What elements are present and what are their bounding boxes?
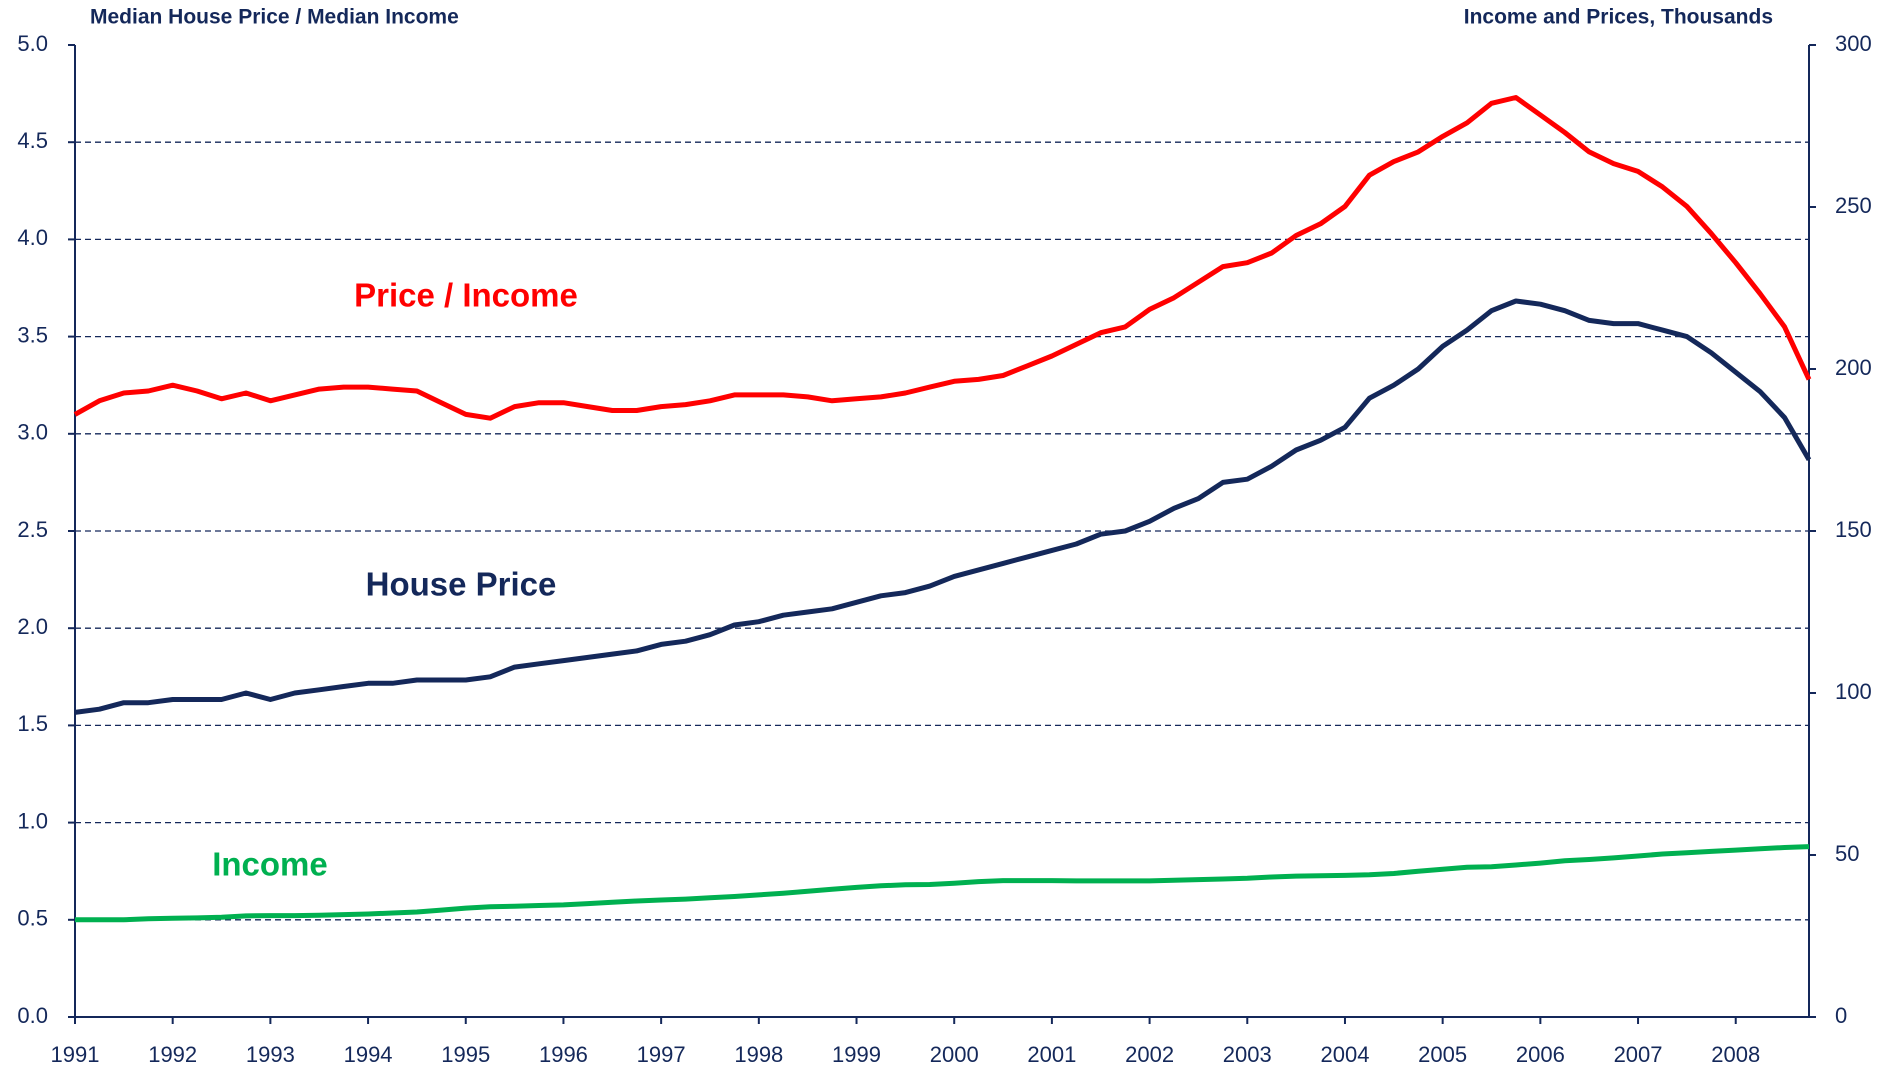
x-tick-label: 2003 <box>1223 1042 1272 1067</box>
x-tick-label: 2005 <box>1418 1042 1467 1067</box>
y-tick-label: 3.5 <box>17 322 48 347</box>
series-label: Income <box>212 846 328 883</box>
x-tick-label: 2004 <box>1320 1042 1369 1067</box>
y-tick-label: 0.5 <box>17 906 48 931</box>
x-tick-label: 2000 <box>930 1042 979 1067</box>
x-tick-label: 1995 <box>441 1042 490 1067</box>
x-tick-label: 1996 <box>539 1042 588 1067</box>
x-tick-label: 2006 <box>1516 1042 1565 1067</box>
y2-tick-label: 0 <box>1835 1003 1847 1028</box>
y-tick-label: 3.0 <box>17 420 48 445</box>
series-label: Price / Income <box>354 277 578 314</box>
x-tick-label: 1993 <box>246 1042 295 1067</box>
x-tick-label: 1991 <box>51 1042 100 1067</box>
y-tick-label: 2.0 <box>17 614 48 639</box>
y-tick-label: 5.0 <box>17 31 48 56</box>
y2-axis-title: Income and Prices, Thousands <box>1464 6 1773 29</box>
series-line <box>74 298 1812 715</box>
x-tick-label: 2002 <box>1125 1042 1174 1067</box>
y2-tick-label: 100 <box>1835 679 1872 704</box>
y2-tick-label: 250 <box>1835 193 1872 218</box>
y-tick-label: 2.5 <box>17 517 48 542</box>
x-tick-label: 1999 <box>832 1042 881 1067</box>
series-line <box>75 844 1810 923</box>
x-tick-label: 2007 <box>1614 1042 1663 1067</box>
y-tick-label: 0.0 <box>17 1003 48 1028</box>
x-tick-label: 1997 <box>637 1042 686 1067</box>
series-label: House Price <box>366 566 557 603</box>
y2-tick-label: 300 <box>1835 31 1872 56</box>
x-tick-label: 1994 <box>344 1042 393 1067</box>
y2-tick-label: 50 <box>1835 841 1859 866</box>
x-tick-label: 1992 <box>148 1042 197 1067</box>
x-tick-label: 1998 <box>734 1042 783 1067</box>
y2-tick-label: 150 <box>1835 517 1872 542</box>
y-axis-title: Median House Price / Median Income <box>90 6 459 29</box>
x-tick-label: 2001 <box>1027 1042 1076 1067</box>
y-tick-label: 4.5 <box>17 128 48 153</box>
y-tick-label: 1.5 <box>17 711 48 736</box>
x-tick-label: 2008 <box>1711 1042 1760 1067</box>
series-line <box>73 95 1812 421</box>
y2-tick-label: 200 <box>1835 355 1872 380</box>
y-tick-label: 1.0 <box>17 808 48 833</box>
y-tick-label: 4.0 <box>17 225 48 250</box>
